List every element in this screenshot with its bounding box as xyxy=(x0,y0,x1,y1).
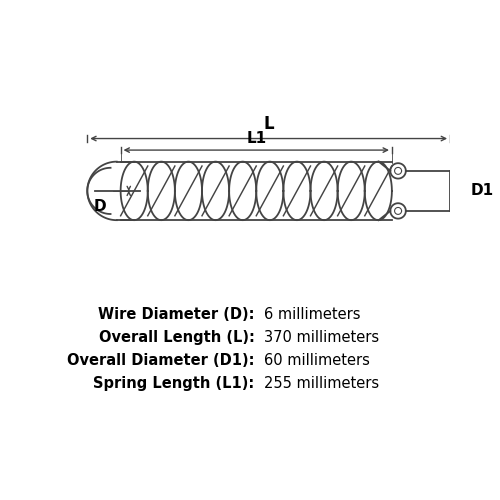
Text: L: L xyxy=(264,115,274,133)
Text: L1: L1 xyxy=(246,131,266,146)
Text: D1: D1 xyxy=(470,184,494,198)
Text: Overall Length (L):: Overall Length (L): xyxy=(99,330,254,344)
Text: Wire Diameter (D):: Wire Diameter (D): xyxy=(98,306,254,322)
Text: Overall Diameter (D1):: Overall Diameter (D1): xyxy=(67,353,254,368)
Text: 370 millimeters: 370 millimeters xyxy=(264,330,379,344)
Text: D: D xyxy=(94,199,106,214)
Text: Spring Length (L1):: Spring Length (L1): xyxy=(94,376,254,391)
Text: 255 millimeters: 255 millimeters xyxy=(264,376,379,391)
Text: 6 millimeters: 6 millimeters xyxy=(264,306,360,322)
Text: 60 millimeters: 60 millimeters xyxy=(264,353,370,368)
